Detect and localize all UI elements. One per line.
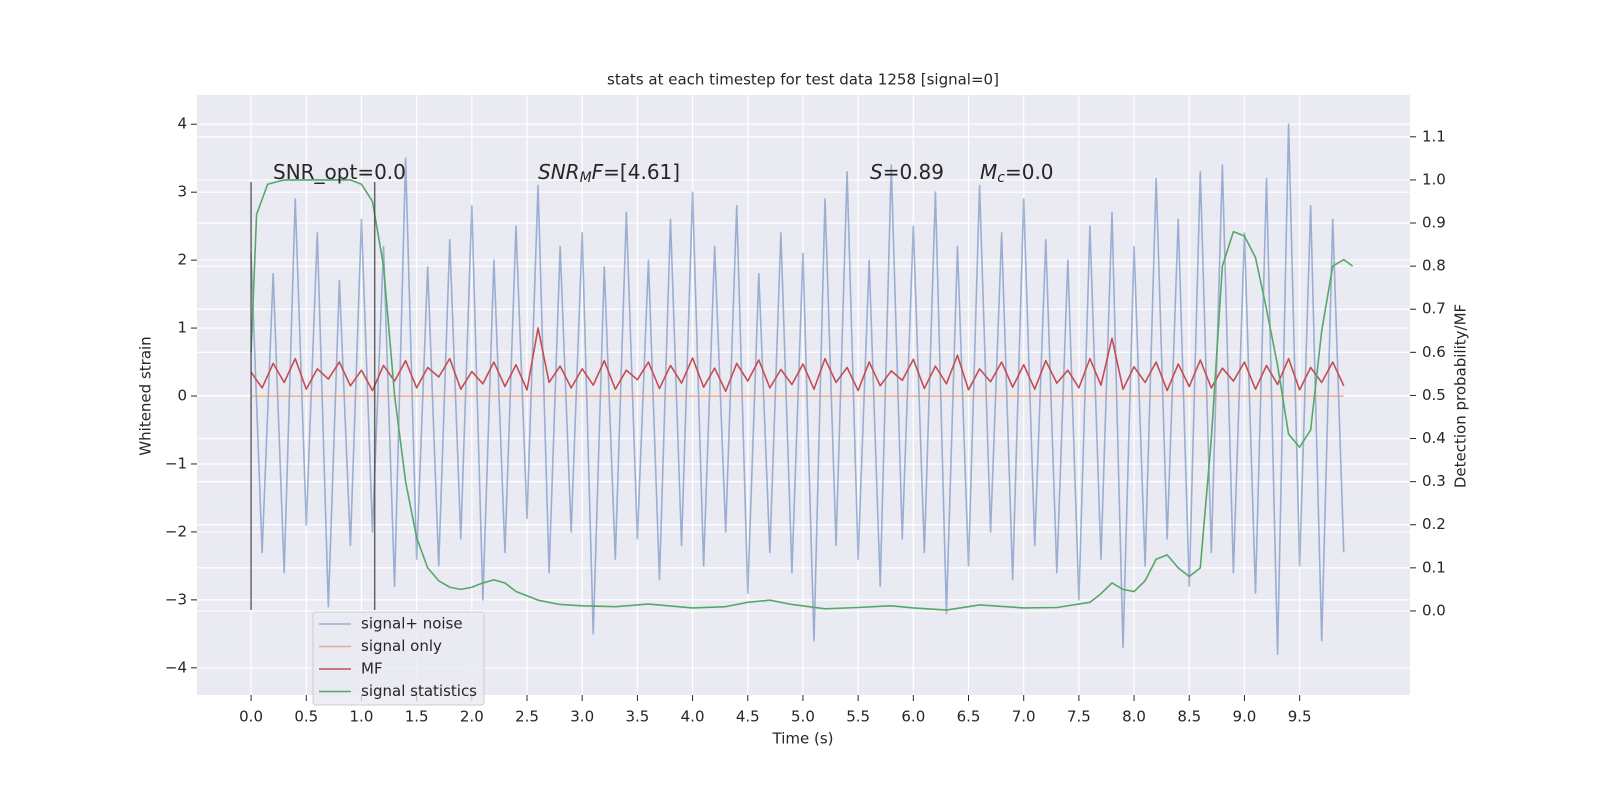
x-tick-label: 2.5	[515, 708, 539, 726]
series-line	[250, 123, 1345, 656]
y2-tick-label: 1.1	[1422, 127, 1446, 145]
annotation: SNRMF=[4.61]	[538, 160, 680, 187]
annotation: SNR_opt=0.0	[273, 160, 406, 184]
y-tick-label: −2	[165, 522, 187, 540]
annotation-part: c	[997, 170, 1005, 186]
y2-tick-label: 0.7	[1422, 300, 1446, 318]
x-tick-label: 0.5	[294, 708, 318, 726]
x-tick-label: 8.5	[1177, 708, 1201, 726]
annotation: Mc=0.0	[980, 160, 1054, 187]
series-line	[250, 327, 1345, 393]
x-tick-label: 4.0	[681, 708, 705, 726]
legend-label: signal+ noise	[361, 615, 463, 633]
annotation-part: SNR	[538, 160, 580, 184]
annotation-part: SNR_opt=0.0	[273, 160, 406, 184]
y2-tick-label: 0.0	[1422, 601, 1446, 619]
annotation-part: M	[980, 160, 997, 184]
chart-title: stats at each timestep for test data 125…	[607, 71, 999, 89]
legend-label: MF	[361, 660, 383, 678]
x-tick-label: 4.5	[736, 708, 760, 726]
x-tick-label: 6.5	[957, 708, 981, 726]
y-tick-label: 1	[177, 319, 187, 337]
y-tick-label: −1	[165, 454, 187, 472]
x-tick-label: 7.5	[1067, 708, 1091, 726]
legend-label: signal only	[361, 637, 442, 655]
y2-tick-label: 0.9	[1422, 214, 1446, 232]
legend-label: signal statistics	[361, 682, 477, 700]
x-tick-label: 3.0	[570, 708, 594, 726]
y2-tick-label: 0.2	[1422, 515, 1446, 533]
x-tick-label: 1.0	[350, 708, 374, 726]
y2-tick-label: 0.3	[1422, 472, 1446, 490]
x-tick-label: 7.0	[1012, 708, 1036, 726]
y-tick-label: 2	[177, 251, 187, 269]
x-tick-label: 6.0	[901, 708, 925, 726]
y-tick-label: 0	[177, 387, 187, 405]
x-tick-label: 5.0	[791, 708, 815, 726]
x-tick-label: 9.5	[1288, 708, 1312, 726]
y-tick-label: −4	[165, 658, 187, 676]
y2-tick-label: 0.1	[1422, 558, 1446, 576]
y-tick-label: −3	[165, 590, 187, 608]
x-tick-label: 8.0	[1122, 708, 1146, 726]
annotation-part: =0.89	[883, 160, 944, 184]
annotation-part: =0.0	[1005, 160, 1054, 184]
x-tick-label: 1.5	[405, 708, 429, 726]
x-tick-label: 0.0	[239, 708, 263, 726]
x-axis-label: Time (s)	[772, 730, 834, 748]
series-line	[250, 179, 1354, 611]
y2-tick-label: 1.0	[1422, 170, 1446, 188]
annotation: S=0.89	[870, 160, 944, 184]
annotation-part: M	[580, 170, 592, 186]
y2-axis-label: Detection probability/MF	[1452, 304, 1470, 488]
y2-tick-label: 0.5	[1422, 386, 1446, 404]
y2-tick-label: 0.8	[1422, 257, 1446, 275]
annotation-part: =[4.61]	[603, 160, 680, 184]
y2-tick-label: 0.6	[1422, 343, 1446, 361]
y-tick-label: 3	[177, 183, 187, 201]
x-tick-label: 5.5	[846, 708, 870, 726]
y-tick-label: 4	[177, 115, 187, 133]
x-tick-label: 3.5	[625, 708, 649, 726]
annotation-part: S	[870, 160, 883, 184]
y-axis-label: Whitened strain	[137, 336, 155, 455]
x-tick-label: 9.0	[1233, 708, 1257, 726]
y2-tick-label: 0.4	[1422, 429, 1446, 447]
legend-box	[312, 611, 485, 706]
annotation-part: F	[592, 160, 604, 184]
x-tick-label: 2.0	[460, 708, 484, 726]
